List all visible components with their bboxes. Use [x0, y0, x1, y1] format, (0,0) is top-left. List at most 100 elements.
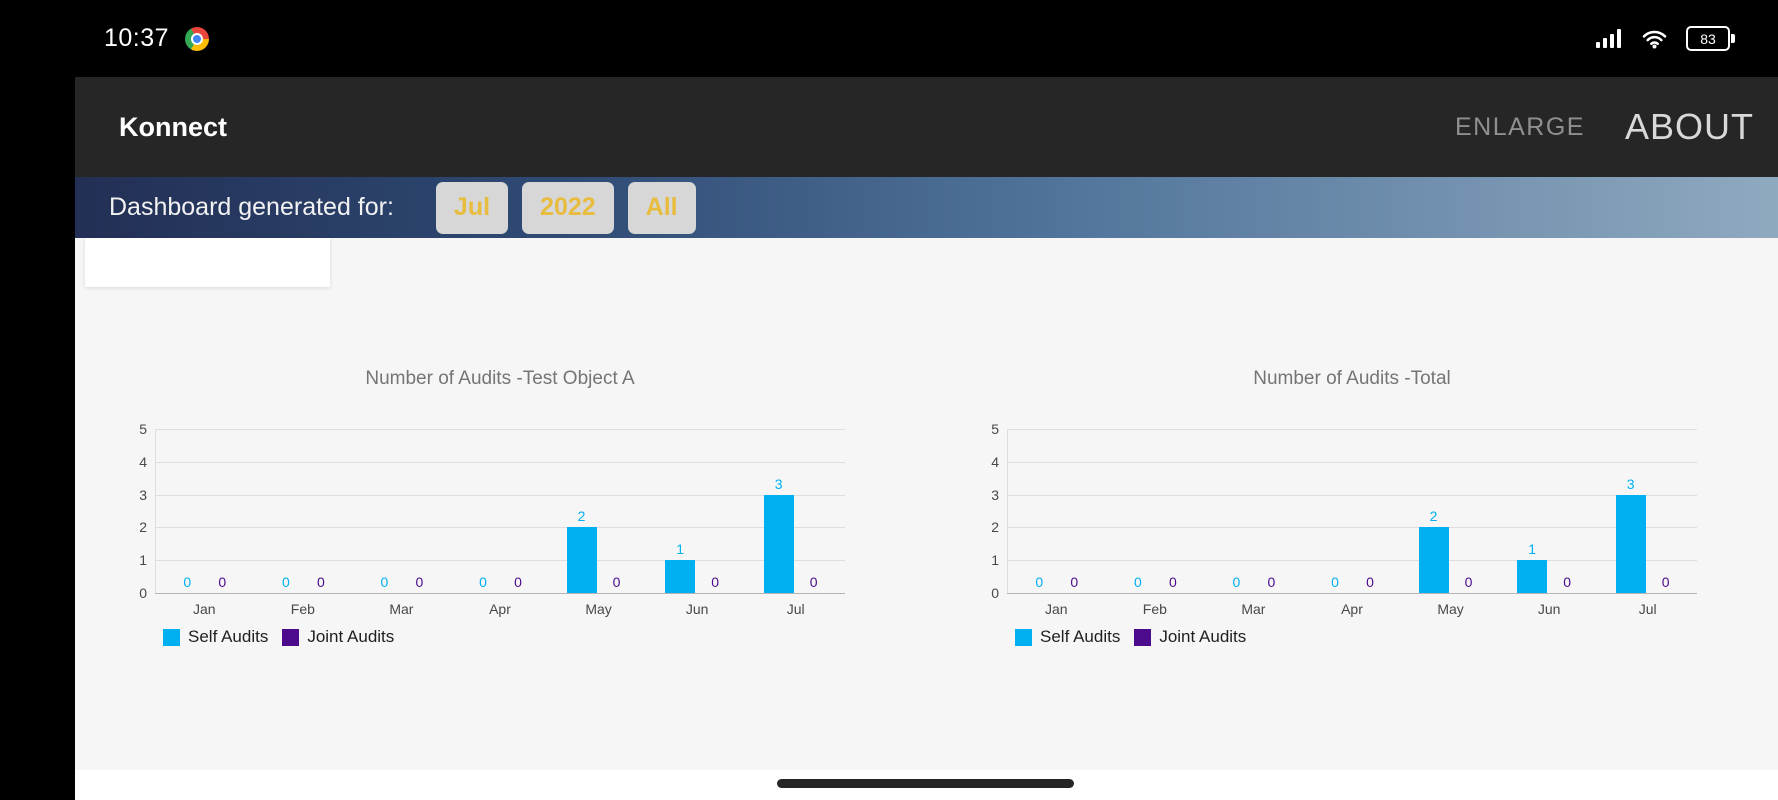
- value-label: 0: [1133, 574, 1142, 590]
- y-axis-label: 4: [991, 453, 999, 470]
- x-axis-label: May: [1437, 601, 1464, 617]
- x-axis-label: May: [585, 601, 612, 617]
- value-label: 3: [1626, 475, 1635, 492]
- gridline: [155, 494, 845, 496]
- app-title: Konnect: [119, 111, 227, 142]
- legend-label: Joint Audits: [307, 627, 395, 646]
- value-label: 0: [809, 574, 818, 590]
- value-label: 0: [281, 574, 290, 590]
- x-axis-label: Mar: [1241, 601, 1266, 617]
- wifi-icon: [1642, 30, 1667, 49]
- value-label: 0: [1563, 574, 1572, 590]
- gridline: [1007, 429, 1697, 430]
- x-axis-label: Jan: [192, 601, 216, 617]
- gridline: [1007, 560, 1697, 562]
- screen-left-bezel: [0, 77, 75, 800]
- y-axis-label: 5: [139, 421, 147, 437]
- filter-all-button[interactable]: All: [627, 181, 696, 234]
- x-axis-label: Jan: [1044, 601, 1068, 617]
- y-axis-label: 4: [139, 453, 147, 470]
- bar-self-audits: [1418, 527, 1449, 593]
- gridline: [1007, 461, 1697, 463]
- y-axis-label: 0: [991, 585, 999, 601]
- legend-swatch: [1015, 628, 1032, 646]
- status-bar: 10:37 83: [0, 0, 1778, 77]
- value-label: 0: [1267, 574, 1276, 590]
- legend-swatch: [163, 628, 180, 646]
- value-label: 0: [1366, 574, 1374, 590]
- x-axis-label: Jul: [1638, 601, 1657, 617]
- x-axis-label: Jul: [786, 601, 805, 617]
- home-indicator[interactable]: [777, 779, 1074, 788]
- filter-bar-label: Dashboard generated for:: [109, 193, 394, 221]
- value-label: 0: [415, 574, 424, 590]
- gridline: [1007, 593, 1697, 594]
- x-axis-label: Feb: [290, 601, 315, 617]
- chart-legend: Self Audits Joint Audits: [163, 627, 394, 647]
- bar-self-audits: [1517, 560, 1548, 593]
- app-bar-actions: ENLARGE ABOUT: [1455, 106, 1754, 148]
- status-time: 10:37: [104, 24, 170, 52]
- gridline: [155, 461, 845, 463]
- bar-self-audits: [566, 527, 597, 593]
- y-axis-label: 1: [139, 552, 147, 569]
- bar-self-audits: [1615, 494, 1646, 593]
- gridline: [1007, 527, 1697, 529]
- gridline: [155, 429, 845, 430]
- legend-item: Joint Audits: [282, 627, 394, 647]
- legend-label: Self Audits: [188, 627, 269, 646]
- value-label: 0: [1035, 574, 1044, 590]
- chart-audits-test-object-a: Number of Audits -Test Object A 0 1 2 3 4 5 Ja…: [85, 355, 885, 685]
- y-axis-label: 3: [139, 486, 147, 503]
- battery-icon: 83: [1686, 26, 1735, 51]
- value-label: 0: [183, 574, 192, 590]
- filter-buttons: Jul 2022 All: [435, 181, 696, 234]
- gridline: [155, 527, 845, 529]
- value-label: 0: [612, 574, 621, 590]
- x-axis-label: Apr: [1341, 601, 1363, 617]
- value-label: 2: [1429, 508, 1438, 525]
- x-axis-label: Jun: [1537, 601, 1561, 617]
- legend-label: Joint Audits: [1159, 627, 1247, 646]
- y-axis-line: [155, 429, 156, 593]
- dashboard-content: [75, 238, 1778, 800]
- chart-audits-total: Number of Audits -Total 0 1 2 3 4 5 Jan 0 0 Feb 0 0…: [937, 355, 1737, 685]
- value-label: 0: [479, 574, 487, 590]
- bar-self-audits: [763, 494, 794, 593]
- gridline: [155, 593, 845, 594]
- chart-legend: Self Audits Joint Audits: [1015, 627, 1246, 647]
- value-label: 2: [577, 508, 586, 525]
- x-axis-label: Mar: [389, 601, 414, 617]
- y-axis-label: 2: [139, 519, 147, 536]
- chrome-icon: [185, 26, 210, 51]
- x-axis-label: Feb: [1142, 601, 1167, 617]
- value-label: 1: [676, 541, 685, 558]
- legend-item: Joint Audits: [1134, 627, 1246, 647]
- legend-label: Self Audits: [1040, 627, 1121, 646]
- legend-item: Self Audits: [163, 627, 268, 647]
- x-axis-label: Apr: [489, 601, 511, 617]
- value-label: 0: [1464, 574, 1473, 590]
- filter-month-button[interactable]: Jul: [435, 181, 509, 234]
- value-label: 0: [711, 574, 720, 590]
- y-axis-label: 1: [991, 552, 999, 569]
- y-axis-line: [1007, 429, 1008, 593]
- chart-title: Number of Audits -Total: [1253, 368, 1451, 389]
- about-button[interactable]: ABOUT: [1624, 106, 1754, 147]
- value-label: 0: [1070, 574, 1079, 590]
- value-label: 0: [1168, 574, 1177, 590]
- status-bar-left: 10:37: [104, 24, 210, 53]
- y-axis-label: 3: [991, 486, 999, 503]
- app-bar: Konnect ENLARGE ABOUT: [75, 77, 1778, 177]
- chart-title: Number of Audits -Test Object A: [365, 368, 635, 389]
- gridline: [1007, 494, 1697, 496]
- x-axis-label: Jun: [685, 601, 709, 617]
- value-label: 0: [316, 574, 325, 590]
- y-axis-label: 2: [991, 519, 999, 536]
- value-label: 0: [1232, 574, 1241, 590]
- y-axis-label: 5: [991, 421, 999, 437]
- battery-level: 83: [1700, 30, 1716, 47]
- value-label: 0: [1661, 574, 1670, 590]
- filter-year-button[interactable]: 2022: [522, 181, 614, 234]
- enlarge-button[interactable]: ENLARGE: [1455, 112, 1585, 141]
